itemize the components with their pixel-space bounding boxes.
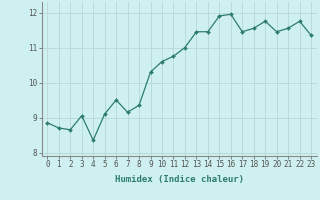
- X-axis label: Humidex (Indice chaleur): Humidex (Indice chaleur): [115, 175, 244, 184]
